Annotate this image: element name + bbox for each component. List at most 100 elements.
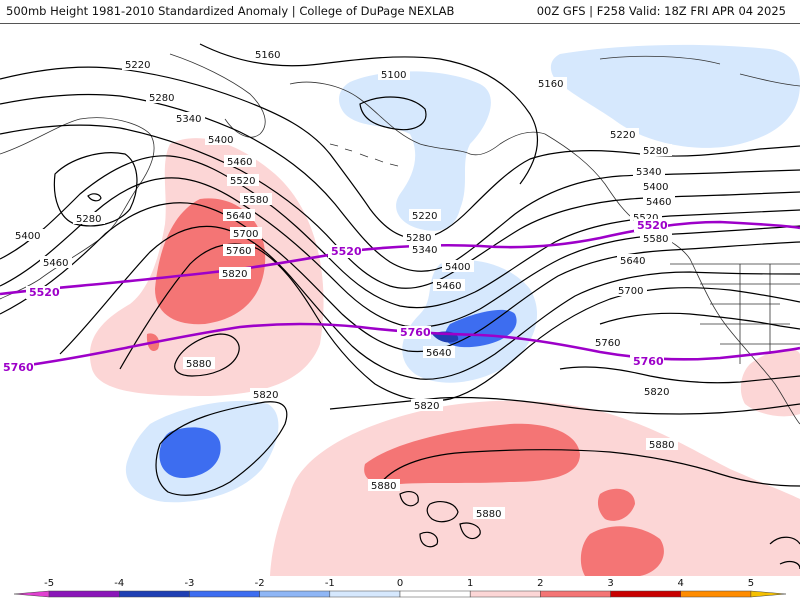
contour-label: 5220	[409, 209, 441, 222]
contour-label: 5400	[205, 133, 237, 146]
reference-label: 5520	[634, 219, 668, 232]
negative-anomaly-core-cutoff	[159, 427, 221, 479]
contour-label: 5520	[227, 174, 259, 187]
contour-line-5880-islands	[399, 491, 481, 548]
chart-title: 500mb Height 1981-2010 Standardized Anom…	[6, 4, 455, 18]
contour-label-text: 5700	[618, 286, 643, 297]
contour-label: 5580	[640, 232, 672, 245]
reference-label-text: 5520	[331, 245, 362, 258]
contour-label: 5760	[223, 244, 255, 257]
contour-label: 5820	[219, 267, 251, 280]
colorbar-tick-label: 3	[607, 578, 613, 589]
contour-label: 5880	[646, 438, 678, 451]
contour-label-text: 5880	[186, 359, 211, 370]
contour-label: 5340	[173, 112, 205, 125]
contour-label-text: 5460	[436, 281, 461, 292]
contour-label-text: 5400	[208, 135, 233, 146]
contour-label-text: 5400	[643, 182, 668, 193]
contour-label: 5340	[633, 165, 665, 178]
contour-label-text: 5280	[76, 214, 101, 225]
contour-label-text: 5340	[412, 245, 437, 256]
contour-label: 5160	[252, 48, 284, 61]
contour-label: 5880	[183, 357, 215, 370]
map-panel: 5160 5100 5160 5220 5280 5340 5400 5460 …	[0, 23, 800, 576]
colorbar-tick-labels: -5 -4 -3 -2 -1 0 1 2 3 4 5	[44, 578, 754, 589]
colorbar-bin	[259, 590, 331, 598]
reference-label-text: 5760	[633, 355, 664, 368]
contour-label-text: 5820	[644, 387, 669, 398]
contour-label: 5100	[378, 68, 410, 81]
contour-label-text: 5520	[633, 213, 658, 224]
reference-contour-5520	[0, 220, 800, 296]
contour-label-text: 5340	[636, 167, 661, 178]
contour-label: 5460	[433, 279, 465, 292]
contour-line-5520	[0, 202, 800, 353]
contour-label-text: 5580	[243, 195, 268, 206]
contour-label-text: 5160	[538, 79, 563, 90]
contour-label: 5340	[409, 243, 441, 256]
negative-anomaly-area-alaska	[338, 71, 491, 231]
map-canvas: 5160 5100 5160 5220 5280 5340 5400 5460 …	[0, 43, 800, 576]
contour-label: 5460	[40, 256, 72, 269]
contour-label: 5280	[640, 144, 672, 157]
contour-label: 5460	[643, 195, 675, 208]
contour-line-5160	[199, 43, 538, 185]
colorbar-tick-label: -5	[44, 578, 54, 589]
contour-label-text: 5820	[253, 390, 278, 401]
contour-label: 5880	[368, 479, 400, 492]
colorbar: -5 -4 -3 -2 -1 0 1 2 3 4 5	[0, 576, 800, 600]
colorbar-bin	[48, 590, 120, 598]
contour-label-text: 5220	[125, 60, 150, 71]
contour-label-text: 5580	[643, 234, 668, 245]
contour-label-text: 5280	[149, 93, 174, 104]
coastline-alaska	[289, 81, 546, 156]
chart-header: 500mb Height 1981-2010 Standardized Anom…	[0, 0, 800, 22]
positive-anomaly-spots-southeast	[580, 488, 664, 576]
us-state-borders	[670, 263, 800, 364]
colorbar-tick-label: 0	[397, 578, 403, 589]
contour-label: 5820	[411, 399, 443, 412]
contour-label-text: 5760	[595, 338, 620, 349]
contour-label: 5580	[240, 193, 272, 206]
contour-label: 5400	[442, 260, 474, 273]
aleutian-islands	[329, 143, 399, 167]
contour-line-5880-closed-west	[174, 333, 240, 377]
colorbar-tick-label: -4	[114, 578, 124, 589]
negative-anomaly-area-canada	[550, 44, 800, 148]
contour-label-text: 5460	[646, 197, 671, 208]
coastline-canada	[544, 133, 800, 425]
reference-label: 5760	[0, 361, 34, 374]
contour-label-text: 5400	[15, 231, 40, 242]
colorbar-tick-label: 1	[467, 578, 473, 589]
coastline-northeast	[599, 55, 800, 87]
contour-label: 5640	[423, 346, 455, 359]
height-contours	[0, 43, 800, 570]
contour-label: 5160	[535, 77, 567, 90]
contour-label-text: 5880	[649, 440, 674, 451]
contour-label-text: 5280	[406, 233, 431, 244]
reference-label: 5760	[397, 326, 431, 339]
contour-label-text: 5100	[381, 70, 406, 81]
contour-label: 5280	[73, 212, 105, 225]
contour-line-5820-closed-cutoff	[155, 401, 288, 496]
contour-label: 5280	[146, 91, 178, 104]
contour-line-5700	[599, 312, 800, 330]
reference-label: 5520	[328, 245, 362, 258]
contour-label: 5220	[607, 128, 639, 141]
colorbar-bin	[119, 590, 190, 598]
contour-line-5760	[559, 366, 800, 384]
contour-label-text: 5640	[226, 211, 251, 222]
reference-labels: 5520 5520 5520 5760 5760 5760	[0, 219, 668, 374]
contour-label-text: 5280	[643, 146, 668, 157]
positive-anomaly-core-south	[364, 423, 580, 485]
reference-label-text: 5760	[3, 361, 34, 374]
contour-line-5580	[59, 225, 800, 380]
coastline-kamchatka	[169, 53, 266, 138]
reference-label-text: 5520	[637, 219, 668, 232]
coastline-asia	[0, 117, 155, 300]
colorbar-tick-label: -1	[325, 578, 335, 589]
contour-line-5820-east	[329, 396, 800, 415]
contour-label: 5640	[617, 254, 649, 267]
anomaly-shading	[89, 44, 800, 576]
reference-label: 5520	[26, 286, 60, 299]
